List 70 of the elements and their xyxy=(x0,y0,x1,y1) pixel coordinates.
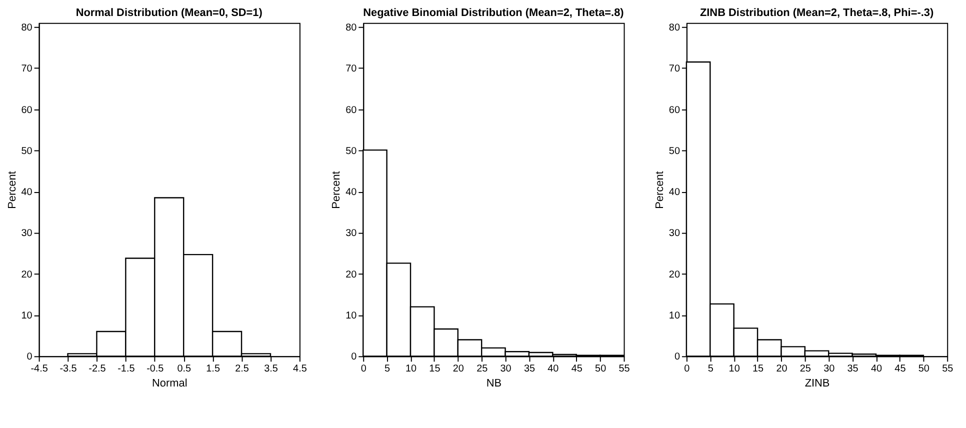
x-tick-label: 0 xyxy=(360,364,367,375)
x-tick-label: 40 xyxy=(548,364,560,375)
y-tick-label: 60 xyxy=(668,104,680,116)
x-tick-label: 4.5 xyxy=(293,364,308,375)
x-tick-label: 0 xyxy=(684,364,690,375)
y-tick-label: 80 xyxy=(21,22,33,34)
y-tick-label: 30 xyxy=(346,228,358,240)
y-tick-label: 60 xyxy=(346,104,358,116)
y-tick-label: 20 xyxy=(668,269,680,280)
y-tick-label: 80 xyxy=(346,22,358,34)
y-tick-label: 30 xyxy=(668,228,680,240)
x-tick-label: 25 xyxy=(800,364,812,375)
y-tick-label: 20 xyxy=(346,269,358,280)
y-tick-label: 40 xyxy=(346,187,358,198)
x-tick-label: 55 xyxy=(618,364,630,375)
y-axis-title: Percent xyxy=(330,171,343,209)
y-tick-label: 40 xyxy=(668,187,680,198)
x-tick-label: 30 xyxy=(500,364,512,375)
x-tick-label: -2.5 xyxy=(88,364,106,375)
x-tick-label: 35 xyxy=(524,364,536,375)
y-tick-label: 50 xyxy=(346,146,358,157)
y-tick-label: 0 xyxy=(26,352,33,363)
y-tick-label: 10 xyxy=(668,310,680,322)
x-tick-label: 45 xyxy=(571,364,583,375)
y-tick-label: 50 xyxy=(21,146,33,157)
y-tick-label: 80 xyxy=(668,22,680,34)
x-tick-label: 30 xyxy=(824,364,836,375)
y-tick-label: 0 xyxy=(674,352,680,363)
y-tick-label: 70 xyxy=(21,64,33,75)
chart-title: Negative Binomial Distribution (Mean=2, Theta=.8) xyxy=(363,7,624,20)
y-axis-title: Percent xyxy=(6,171,18,209)
x-tick-label: 2.5 xyxy=(235,364,250,375)
y-tick-label: 30 xyxy=(21,228,33,240)
x-tick-label: 35 xyxy=(847,364,859,375)
x-tick-label: 10 xyxy=(728,364,740,375)
x-tick-label: -4.5 xyxy=(30,364,48,375)
x-tick-label: 20 xyxy=(452,364,464,375)
y-tick-label: 50 xyxy=(668,146,680,157)
y-tick-label: 70 xyxy=(668,64,680,75)
y-tick-label: 10 xyxy=(21,310,33,322)
y-tick-label: 0 xyxy=(351,352,358,363)
x-tick-label: 25 xyxy=(476,364,488,375)
y-axis-title: Percent xyxy=(654,171,666,209)
y-tick-label: 10 xyxy=(346,310,358,322)
x-tick-label: 10 xyxy=(405,364,418,375)
y-tick-label: 40 xyxy=(21,187,33,198)
x-tick-label: 15 xyxy=(752,364,764,375)
x-tick-label: 55 xyxy=(942,364,954,375)
y-tick-label: 70 xyxy=(346,64,358,75)
x-tick-label: 5 xyxy=(384,364,391,375)
chart-title: ZINB Distribution (Mean=2, Theta=.8, Phi=-.3) xyxy=(700,7,934,20)
chart-title: Normal Distribution (Mean=0, SD=1) xyxy=(76,7,263,20)
x-tick-label: 45 xyxy=(894,364,906,375)
x-tick-label: 5 xyxy=(708,364,714,375)
x-axis-title: Normal xyxy=(152,378,188,390)
x-tick-label: -1.5 xyxy=(118,364,136,375)
y-tick-label: 20 xyxy=(21,269,33,280)
x-tick-label: -0.5 xyxy=(146,364,164,375)
x-tick-label: 40 xyxy=(870,364,883,375)
x-tick-label: 20 xyxy=(776,364,788,375)
x-tick-label: 15 xyxy=(429,364,441,375)
x-tick-label: 1.5 xyxy=(206,364,220,375)
x-tick-label: 0.5 xyxy=(177,364,192,375)
x-tick-label: 50 xyxy=(595,364,607,375)
x-axis-title: ZINB xyxy=(804,378,830,390)
x-axis-title: NB xyxy=(486,378,502,390)
y-tick-label: 60 xyxy=(21,104,33,116)
x-tick-label: -3.5 xyxy=(60,364,78,375)
x-tick-label: 50 xyxy=(918,364,930,375)
x-tick-label: 3.5 xyxy=(264,364,278,375)
